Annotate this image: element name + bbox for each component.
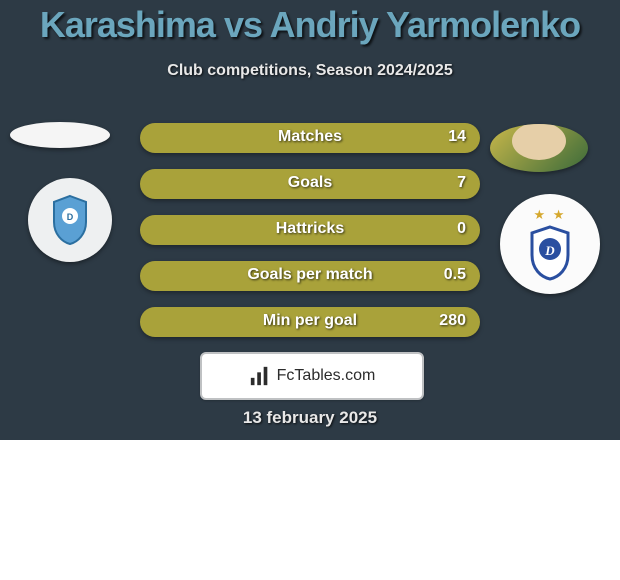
club-right-badge: ★ ★ D: [500, 194, 600, 294]
title: Karashima vs Andriy Yarmolenko: [0, 4, 620, 46]
bar-value-right: 0.5: [444, 266, 466, 284]
stars-icon: ★ ★: [534, 207, 567, 223]
player-right-avatar: [490, 124, 588, 172]
bar-goals: Goals 7: [140, 169, 480, 199]
shield-icon: D: [528, 225, 572, 281]
bar-goals-per-match: Goals per match 0.5: [140, 261, 480, 291]
date: 13 february 2025: [0, 408, 620, 428]
svg-text:D: D: [544, 243, 555, 258]
source-badge-text: FcTables.com: [277, 367, 376, 385]
shield-icon: D: [50, 194, 90, 246]
page-white-space: [0, 440, 620, 580]
source-badge: FcTables.com: [200, 352, 424, 400]
stat-bars: Matches 14 Goals 7 Hattricks 0 Goals per…: [140, 123, 480, 353]
bar-chart-icon: [249, 365, 271, 387]
bar-value-right: 280: [439, 312, 466, 330]
club-left-badge: D: [28, 178, 112, 262]
bar-hattricks: Hattricks 0: [140, 215, 480, 245]
bar-label: Hattricks: [140, 220, 480, 238]
bar-label: Goals: [140, 174, 480, 192]
bar-label: Min per goal: [140, 312, 480, 330]
bar-value-right: 7: [457, 174, 466, 192]
bar-label: Goals per match: [140, 266, 480, 284]
subtitle: Club competitions, Season 2024/2025: [0, 62, 620, 80]
bar-value-right: 0: [457, 220, 466, 238]
bar-value-right: 14: [448, 128, 466, 146]
player-left-avatar: [10, 122, 110, 148]
stage: Karashima vs Andriy Yarmolenko Club comp…: [0, 0, 620, 580]
bar-min-per-goal: Min per goal 280: [140, 307, 480, 337]
svg-text:D: D: [67, 212, 74, 222]
bar-label: Matches: [140, 128, 480, 146]
bar-matches: Matches 14: [140, 123, 480, 153]
